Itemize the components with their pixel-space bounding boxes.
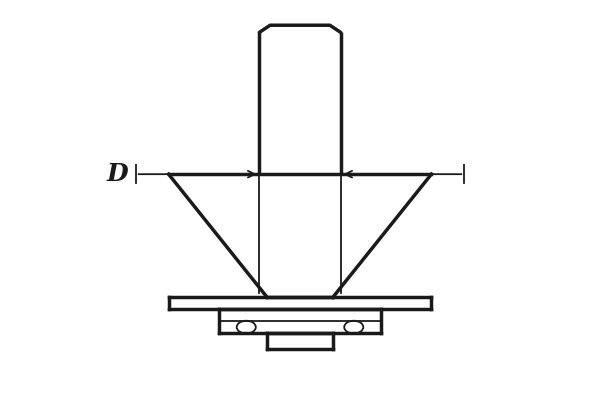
- Text: D: D: [107, 162, 128, 186]
